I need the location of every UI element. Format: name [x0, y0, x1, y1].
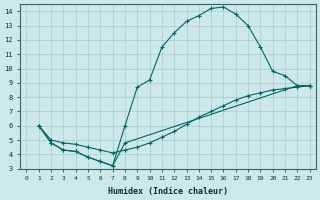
X-axis label: Humidex (Indice chaleur): Humidex (Indice chaleur) [108, 187, 228, 196]
